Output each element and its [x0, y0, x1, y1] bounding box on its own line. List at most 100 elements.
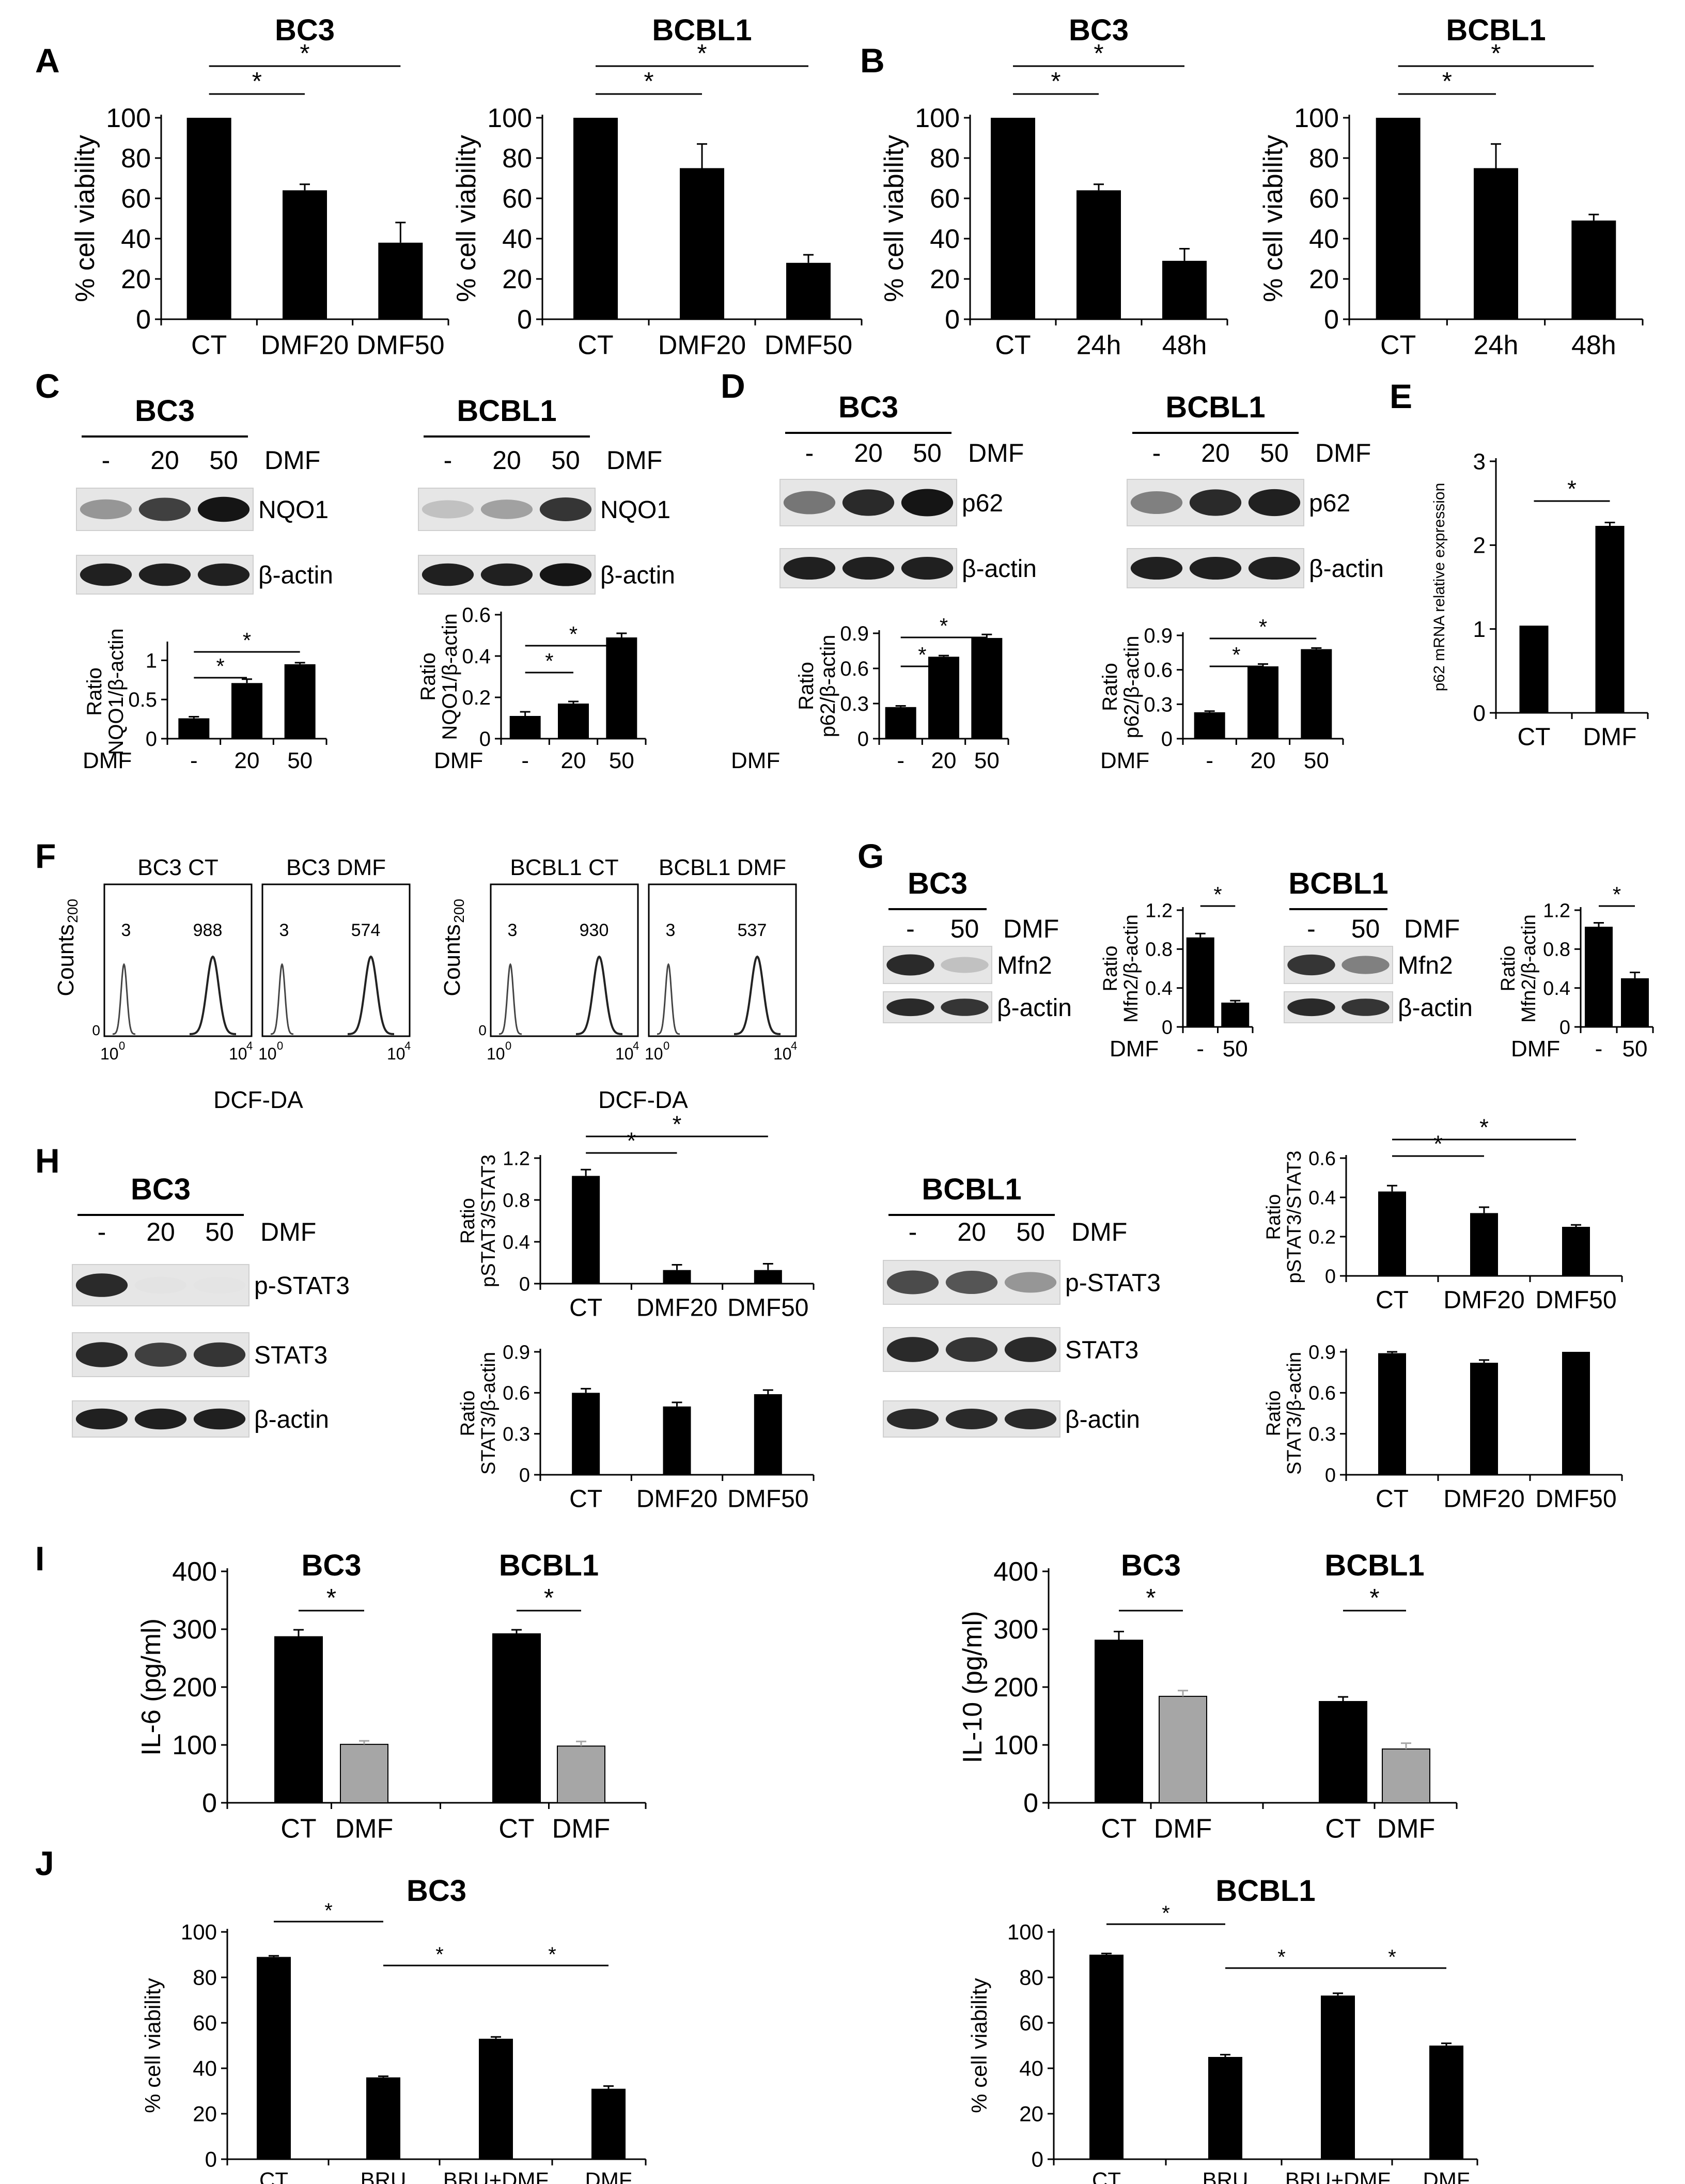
y-axis-label: Counts	[440, 924, 465, 996]
bar-48h	[1162, 260, 1207, 319]
blot-band	[945, 1270, 998, 1294]
y-tick-label: 60	[1019, 2011, 1043, 2035]
significance-star: *	[1491, 39, 1501, 68]
y-tick-label: 40	[193, 2056, 217, 2081]
panel-letter-c: C	[35, 367, 60, 405]
blot-band	[422, 563, 474, 586]
blot-band	[1287, 954, 1335, 976]
blot-band	[842, 489, 895, 516]
bar-20	[231, 683, 262, 739]
significance-star: *	[252, 67, 262, 96]
blot-h-bcbl1-blot: BCBL1- 20 50 DMF p-STAT3 STAT3 β-actin	[883, 1173, 1161, 1438]
y-tick-label: 0	[1559, 1017, 1570, 1038]
y-tick-label: 1.2	[1543, 900, 1570, 922]
y-tick-label: 0	[202, 1788, 217, 1818]
x-tick-label: DMF20	[636, 1294, 717, 1321]
lane-label: 20	[492, 446, 521, 475]
panel-letter-d: D	[721, 367, 745, 405]
y-tick-label: 0.3	[503, 1424, 530, 1445]
lane-label: 50	[913, 439, 942, 467]
y-tick-label: 2	[1473, 533, 1486, 558]
y-tick-label: 100	[106, 103, 151, 133]
y-axis-label: % cell viability	[967, 1978, 991, 2113]
blot-band	[80, 499, 132, 520]
lane-label: 50	[1351, 914, 1380, 943]
y-tick-label: 0.6	[462, 604, 491, 627]
chart-c-bcbl1-ratio: 0 0.2 0.4 0.6 - 20 50 DMF * * RatioNQO1/β-actin	[417, 604, 647, 773]
blot-band	[783, 491, 836, 514]
blot-h-bc3-blot: BC3- 20 50 DMF p-STAT3 STAT3 β-actin	[72, 1173, 350, 1438]
significance-star: *	[216, 654, 225, 678]
y-tick-label: 0	[519, 1273, 530, 1295]
y-tick-label: 0	[136, 305, 151, 335]
x-tick-label: CT	[1376, 1286, 1409, 1314]
x-tick-label: CT	[1518, 723, 1551, 751]
blot-title: BCBL1	[1165, 391, 1265, 424]
bar-dmf	[1429, 2046, 1463, 2159]
bar-20	[558, 704, 589, 739]
x-tick-label: CT	[280, 1814, 316, 1844]
y-tick-label: 0	[1473, 700, 1486, 726]
y-tick-label: 20	[121, 264, 151, 294]
y-axis-label-line2: STAT3/β-actin	[478, 1352, 500, 1475]
chart-title: BCBL1	[1446, 13, 1546, 47]
x-tick-label: 48h	[1162, 331, 1207, 361]
bar-dmf50	[378, 242, 423, 319]
y-tick-label: 40	[121, 224, 151, 254]
y-tick-label: 1.2	[503, 1148, 530, 1169]
x-tick-label: -	[190, 748, 198, 773]
significance-star: *	[1567, 476, 1577, 502]
blot-row-label: β-actin	[254, 1406, 329, 1433]
blot-row-label: NQO1	[600, 496, 670, 524]
treatment-label: DMF	[260, 1218, 316, 1246]
y-tick-label: 200	[451, 899, 467, 923]
blot-band	[1248, 489, 1301, 517]
y-axis-label-line1: Ratio	[417, 652, 440, 700]
x-axis-label: DCF-DA	[213, 1086, 303, 1113]
y-tick-label: 100	[993, 1730, 1038, 1760]
y-tick-label: 0	[519, 1464, 530, 1486]
significance-star: *	[1442, 67, 1452, 96]
y-tick-label: 0	[205, 2147, 217, 2172]
bar--	[1186, 937, 1214, 1027]
y-tick-label: 0.8	[503, 1190, 530, 1211]
y-tick-label: 0.4	[503, 1231, 530, 1253]
chart-c-bc3-ratio: 0 0.5 1 - 20 50 DMF * * RatioNQO1/β-actin	[83, 628, 327, 773]
x-axis-label: DCF-DA	[598, 1086, 688, 1113]
lane-label: -	[102, 446, 111, 475]
blot-band	[945, 1409, 998, 1429]
blot-band	[1004, 1409, 1057, 1429]
y-tick-label: 80	[121, 144, 151, 174]
x-tick-label: DMF	[552, 1814, 611, 1844]
blot-band	[1130, 556, 1183, 580]
blot-band	[197, 496, 250, 522]
bar-ct	[1378, 1353, 1406, 1475]
blot-title: BCBL1	[1288, 867, 1388, 900]
blot-band	[1004, 1272, 1057, 1293]
y-tick-label: 60	[502, 184, 532, 214]
bar-dmf20	[283, 190, 327, 319]
blot-band	[193, 1408, 246, 1430]
flow-plot-frame	[261, 883, 411, 1037]
x-tick-label: DMF50	[1535, 1485, 1616, 1512]
y-tick-label: 0	[1162, 1017, 1173, 1038]
chart-title: BC3	[407, 1874, 466, 1908]
blot-title: BC3	[135, 394, 195, 428]
significance-star: *	[1094, 39, 1103, 68]
y-tick-label: 60	[1309, 184, 1339, 214]
x-tick-label: 4	[246, 1039, 253, 1052]
y-tick-label: 200	[993, 1673, 1038, 1703]
x-tick-label: 0	[663, 1039, 669, 1052]
y-tick-label: 0.6	[503, 1383, 530, 1405]
y-tick-label: 100	[172, 1730, 217, 1760]
y-tick-label: 20	[1309, 264, 1339, 294]
y-tick-label: 40	[930, 224, 960, 254]
x-prefix-label: DMF	[83, 748, 132, 773]
x-tick-label: CT	[1376, 1485, 1409, 1512]
histogram-peak-left	[271, 963, 293, 1035]
x-tick-label: -	[1595, 1036, 1603, 1062]
y-tick-label: 0	[1032, 2147, 1043, 2172]
blot-d-bc3-blot: BC3- 20 50 DMF p62 β-actin	[779, 391, 1037, 588]
